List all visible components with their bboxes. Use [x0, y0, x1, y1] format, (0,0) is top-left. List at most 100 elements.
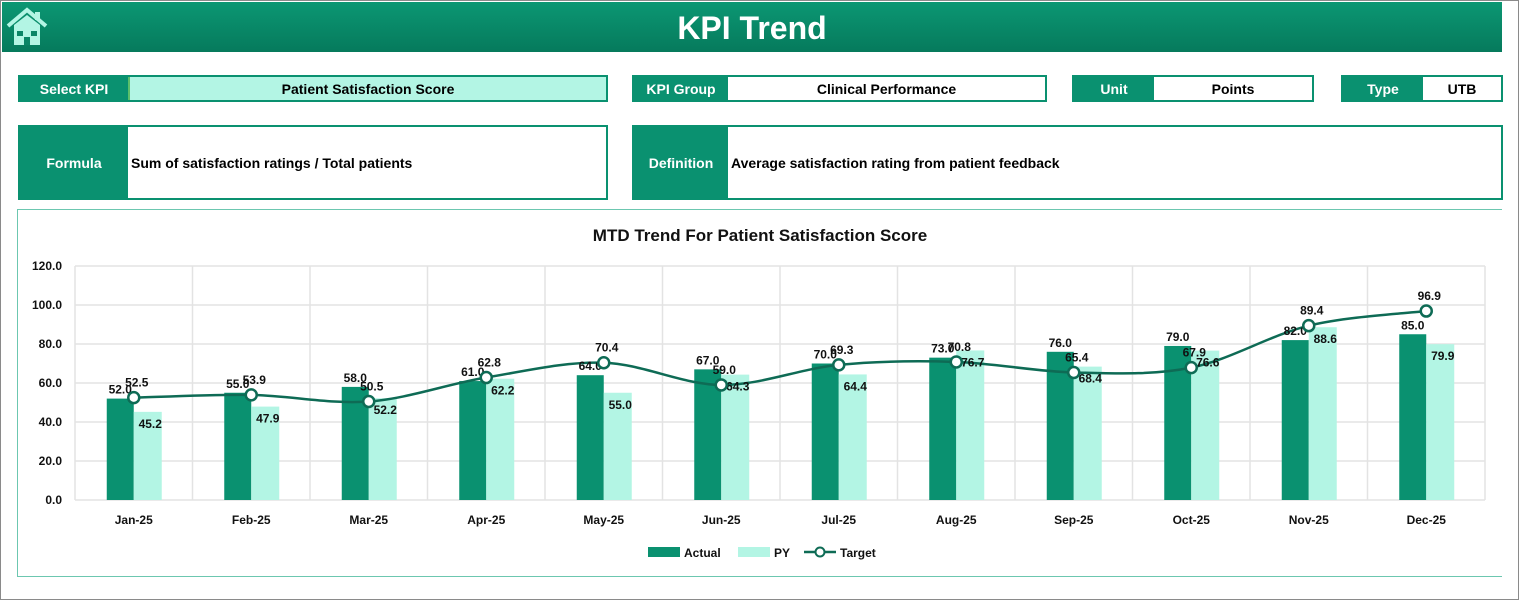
py-data-label: 64.3: [726, 380, 750, 394]
y-tick-label: 100.0: [32, 298, 62, 312]
header-bar: KPI Trend: [2, 2, 1502, 52]
actual-data-label: 52.0: [109, 383, 133, 397]
py-bar: [133, 411, 162, 500]
target-data-label: 52.5: [125, 376, 149, 390]
actual-bar: [224, 392, 252, 500]
actual-bar: [811, 363, 839, 500]
x-tick-label: Aug-25: [936, 513, 977, 527]
py-data-label: 79.9: [1431, 349, 1455, 363]
target-data-label: 96.9: [1418, 289, 1442, 303]
select-kpi-field: Select KPI Patient Satisfaction Score: [18, 75, 608, 102]
target-data-label: 89.4: [1300, 304, 1324, 318]
target-marker: [244, 388, 258, 402]
target-data-label: 59.0: [713, 363, 737, 377]
target-data-label: 69.3: [830, 343, 854, 357]
kpi-group-field: KPI Group Clinical Performance: [632, 75, 1047, 102]
py-bar: [368, 398, 397, 500]
x-tick-label: Jun-25: [702, 513, 741, 527]
kpi-group-value: Clinical Performance: [816, 80, 957, 97]
actual-data-label: 70.0: [814, 348, 838, 362]
legend-actual-label: Actual: [684, 546, 721, 560]
actual-data-label: 58.0: [344, 371, 368, 385]
legend-py-label: PY: [774, 546, 790, 560]
formula-label: Formula: [20, 127, 128, 198]
actual-data-label: 85.0: [1401, 318, 1425, 332]
legend-target-label: Target: [840, 546, 876, 560]
py-data-label: 62.2: [491, 384, 515, 398]
target-marker: [949, 355, 963, 369]
unit-value: Points: [1211, 80, 1255, 97]
y-tick-label: 120.0: [32, 259, 62, 273]
x-tick-label: Oct-25: [1173, 513, 1211, 527]
actual-data-label: 61.0: [461, 365, 485, 379]
py-data-label: 52.2: [374, 403, 398, 417]
type-field: Type UTB: [1341, 75, 1503, 102]
py-bar: [603, 392, 632, 500]
actual-bar: [1281, 340, 1309, 500]
definition-field: Definition Average satisfaction rating f…: [632, 125, 1503, 200]
actual-bar: [576, 375, 604, 500]
x-tick-label: Apr-25: [467, 513, 505, 527]
legend-actual-swatch: [648, 547, 680, 557]
actual-bar: [459, 381, 487, 500]
chart-container: [17, 209, 1502, 577]
target-marker: [362, 394, 376, 409]
actual-data-label: 64.0: [579, 359, 603, 373]
x-tick-label: Jul-25: [821, 513, 856, 527]
select-kpi-label: Select KPI: [20, 77, 128, 100]
py-bar: [1073, 366, 1102, 500]
chart-title: MTD Trend For Patient Satisfaction Score: [593, 226, 927, 245]
target-data-label: 53.9: [243, 373, 267, 387]
actual-bar: [1399, 334, 1427, 500]
py-bar: [1191, 350, 1220, 500]
py-bar: [251, 406, 280, 500]
actual-data-label: 82.0: [1284, 324, 1308, 338]
type-value: UTB: [1447, 80, 1477, 97]
py-data-label: 68.4: [1079, 372, 1103, 386]
target-marker: [1184, 360, 1198, 375]
definition-label: Definition: [634, 127, 728, 198]
formula-value: Sum of satisfaction ratings / Total pati…: [131, 154, 413, 171]
target-marker: [1067, 365, 1081, 380]
x-tick-label: Sep-25: [1054, 513, 1094, 527]
x-tick-label: Mar-25: [349, 513, 388, 527]
py-data-label: 64.4: [844, 379, 868, 393]
target-marker: [1419, 304, 1433, 318]
target-data-label: 65.4: [1065, 350, 1089, 364]
actual-bar: [106, 398, 134, 500]
y-tick-label: 80.0: [39, 337, 63, 351]
formula-field: Formula Sum of satisfaction ratings / To…: [18, 125, 608, 200]
target-data-label: 70.4: [595, 341, 619, 355]
x-tick-label: Dec-25: [1407, 513, 1447, 527]
home-icon[interactable]: [6, 7, 48, 47]
x-tick-label: Feb-25: [232, 513, 271, 527]
actual-bar: [694, 369, 722, 500]
actual-data-label: 76.0: [1049, 336, 1073, 350]
py-bar: [1426, 344, 1455, 500]
py-bar: [721, 374, 750, 500]
unit-field: Unit Points: [1072, 75, 1314, 102]
py-bar: [838, 374, 867, 500]
legend-py-swatch: [738, 547, 770, 557]
py-data-label: 88.6: [1314, 332, 1338, 346]
y-tick-label: 40.0: [39, 415, 63, 429]
page-title: KPI Trend: [677, 10, 827, 46]
target-data-label: 50.5: [360, 380, 384, 394]
py-data-label: 47.9: [256, 412, 280, 426]
target-marker: [714, 378, 728, 392]
target-marker: [597, 355, 611, 370]
type-label: Type: [1343, 77, 1423, 100]
x-tick-label: May-25: [583, 513, 624, 527]
target-marker: [1302, 318, 1316, 333]
py-bar: [1308, 327, 1337, 500]
py-data-label: 45.2: [139, 417, 163, 431]
legend-target-marker: [814, 546, 826, 558]
y-tick-label: 60.0: [39, 376, 63, 390]
py-data-label: 76.6: [1196, 356, 1220, 370]
select-kpi-dropdown[interactable]: Patient Satisfaction Score: [128, 77, 606, 100]
target-marker: [832, 358, 846, 372]
actual-data-label: 73.0: [931, 342, 955, 356]
target-data-label: 67.9: [1183, 346, 1207, 360]
py-bar: [956, 350, 985, 500]
